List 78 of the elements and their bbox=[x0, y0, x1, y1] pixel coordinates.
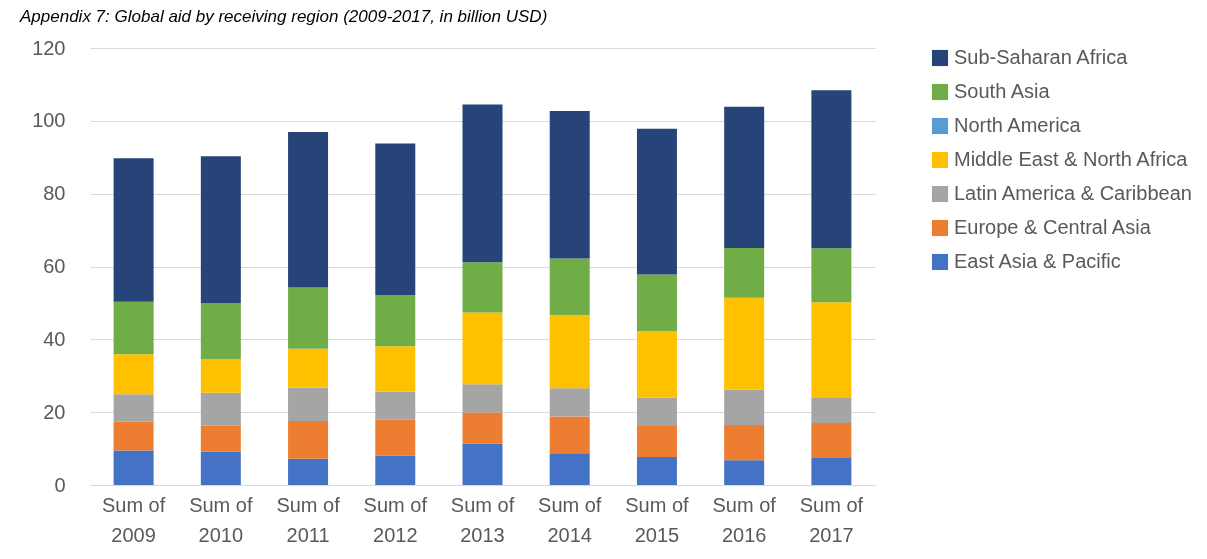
bar bbox=[288, 132, 329, 288]
bar bbox=[200, 156, 241, 303]
bar bbox=[811, 458, 852, 485]
bar bbox=[462, 443, 503, 485]
y-tick-label: 20 bbox=[43, 400, 66, 423]
bar bbox=[636, 274, 677, 331]
legend-label: Latin America & Caribbean bbox=[954, 182, 1192, 204]
bar bbox=[200, 302, 241, 359]
bar bbox=[636, 397, 677, 427]
legend-label: East Asia & Pacific bbox=[954, 250, 1121, 272]
bar bbox=[200, 451, 241, 485]
bar bbox=[549, 315, 590, 389]
bar bbox=[549, 258, 590, 316]
y-tick-label: 80 bbox=[43, 182, 66, 205]
bar bbox=[462, 262, 503, 313]
x-tick-label: Sum of 2013 bbox=[450, 493, 515, 546]
bar bbox=[549, 388, 590, 417]
bar bbox=[200, 392, 241, 426]
legend-label: North America bbox=[954, 114, 1082, 136]
bar bbox=[636, 456, 677, 485]
bar bbox=[724, 297, 765, 390]
x-tick-label: Sum of 2012 bbox=[363, 493, 428, 546]
legend-label: South Asia bbox=[954, 80, 1051, 102]
bar bbox=[200, 425, 241, 452]
bar bbox=[288, 387, 329, 421]
bar bbox=[462, 384, 503, 413]
bar bbox=[462, 104, 503, 263]
legend-label: Sub-Saharan Africa bbox=[954, 46, 1129, 68]
bar bbox=[113, 158, 154, 302]
bar bbox=[811, 397, 852, 424]
bar bbox=[288, 287, 329, 349]
y-tick-label: 0 bbox=[54, 473, 66, 496]
bar bbox=[113, 421, 154, 451]
bar bbox=[375, 143, 416, 296]
bar bbox=[462, 412, 503, 444]
bar bbox=[288, 458, 329, 485]
bar bbox=[636, 128, 677, 275]
bar bbox=[288, 420, 329, 459]
bar bbox=[636, 426, 677, 457]
bar bbox=[113, 450, 154, 485]
bar bbox=[811, 302, 852, 398]
y-tick-label: 120 bbox=[32, 36, 66, 59]
bar bbox=[724, 247, 765, 298]
bar bbox=[113, 354, 154, 395]
bar bbox=[113, 394, 154, 422]
bar bbox=[724, 389, 765, 425]
bar bbox=[549, 111, 590, 259]
bar bbox=[113, 301, 154, 355]
bar bbox=[811, 248, 852, 303]
x-tick-label: Sum of 2014 bbox=[538, 493, 602, 546]
bar bbox=[549, 416, 590, 454]
bar bbox=[811, 90, 852, 249]
bar bbox=[375, 419, 416, 456]
x-tick-label: Sum of 2017 bbox=[799, 493, 864, 546]
y-tick-label: 60 bbox=[43, 255, 66, 277]
bar bbox=[636, 330, 677, 398]
bar bbox=[724, 424, 765, 461]
bar bbox=[375, 295, 416, 347]
bar bbox=[375, 455, 416, 485]
x-tick-label: Sum of 2010 bbox=[189, 493, 253, 546]
bar bbox=[200, 359, 241, 393]
bar bbox=[811, 423, 852, 459]
bar bbox=[288, 348, 329, 388]
x-tick-label: Sum of 2016 bbox=[712, 493, 777, 546]
bar bbox=[462, 312, 503, 385]
bar bbox=[375, 346, 416, 392]
bar bbox=[375, 391, 416, 420]
bar bbox=[724, 106, 765, 248]
x-tick-label: Sum of 2011 bbox=[276, 493, 341, 546]
bar bbox=[549, 453, 590, 485]
x-tick-label: Sum of 2009 bbox=[101, 493, 166, 546]
legend-label: Middle East & North Africa bbox=[954, 148, 1189, 170]
legend-label: Europe & Central Asia bbox=[954, 216, 1152, 238]
chart-title: Appendix 7: Global aid by receiving region (2009-2017, in billion USD) bbox=[19, 7, 548, 26]
x-tick-label: Sum of 2015 bbox=[625, 493, 690, 546]
bar bbox=[724, 460, 765, 485]
y-tick-label: 100 bbox=[32, 109, 66, 132]
y-tick-label: 40 bbox=[43, 327, 66, 350]
